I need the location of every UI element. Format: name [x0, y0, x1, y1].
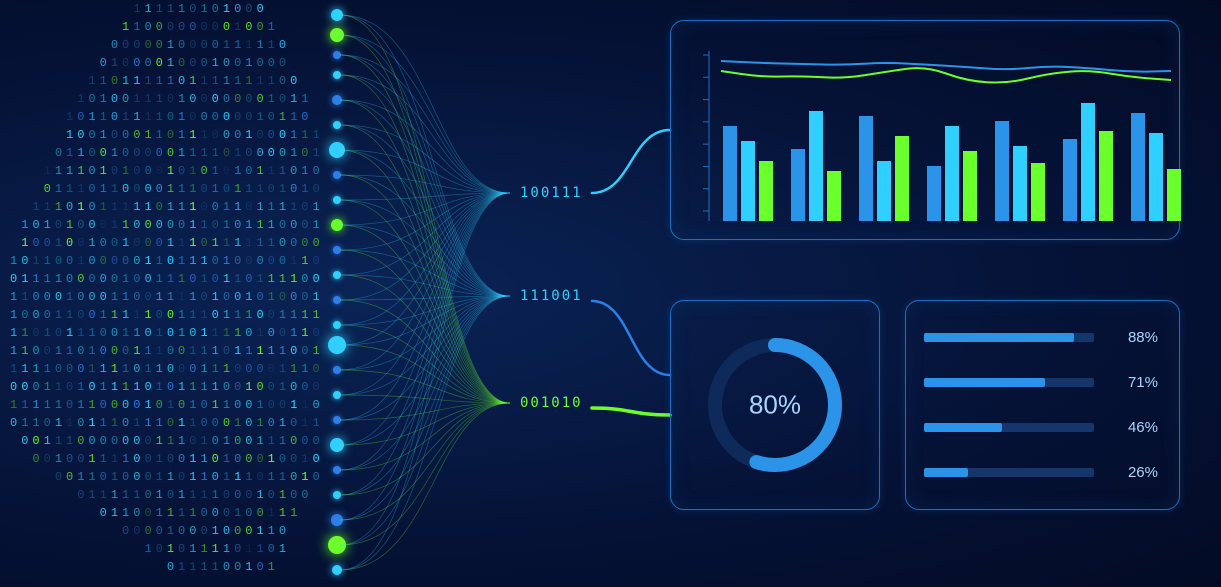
chart-bar	[1167, 169, 1181, 221]
chart-bar	[1149, 133, 1163, 221]
progress-bar-label: 46%	[1108, 419, 1158, 436]
progress-bar-track	[924, 378, 1094, 387]
chart-line	[721, 61, 1171, 72]
aggregation-label: 100111	[520, 185, 583, 201]
chart-bar	[827, 171, 841, 221]
progress-bar-row: 71%	[924, 374, 1161, 391]
progress-bar-label: 71%	[1108, 374, 1158, 391]
chart-bar	[723, 126, 737, 221]
chart-bar	[759, 161, 773, 221]
progress-bar-fill	[924, 333, 1074, 342]
progress-bar-row: 88%	[924, 329, 1161, 346]
bar-line-chart	[671, 21, 1181, 241]
progress-bar-fill	[924, 423, 1002, 432]
chart-bar	[927, 166, 941, 221]
chart-bar	[1131, 113, 1145, 221]
chart-bar	[1063, 139, 1077, 221]
progress-bar-row: 26%	[924, 464, 1161, 481]
chart-bar	[1099, 131, 1113, 221]
flow-strands: 100111 111001 001010	[340, 0, 680, 587]
binary-data-cloud: 111110101000 11000000001001 000001000011…	[0, 0, 340, 587]
aggregation-label: 111001	[520, 288, 583, 304]
progress-bar-fill	[924, 468, 968, 477]
progress-bar-track	[924, 333, 1094, 342]
chart-bar	[1031, 163, 1045, 221]
progress-bar-row: 46%	[924, 419, 1161, 436]
chart-bar	[791, 149, 805, 221]
chart-bar	[877, 161, 891, 221]
progress-bar-fill	[924, 378, 1045, 387]
chart-bar	[809, 111, 823, 221]
chart-bar	[945, 126, 959, 221]
progress-bar-label: 88%	[1108, 329, 1158, 346]
chart-bar	[995, 121, 1009, 221]
chart-bar	[895, 136, 909, 221]
progress-bar-label: 26%	[1108, 464, 1158, 481]
chart-bar	[963, 151, 977, 221]
chart-bar	[1013, 146, 1027, 221]
donut-percent-label: 80%	[749, 390, 801, 421]
chart-bar	[741, 141, 755, 221]
bar-line-chart-panel	[670, 20, 1180, 240]
chart-bar	[1081, 103, 1095, 221]
donut-chart-panel: 80%	[670, 300, 880, 510]
progress-bar-track	[924, 468, 1094, 477]
progress-bars-panel: 88% 71% 46% 26%	[905, 300, 1180, 510]
progress-bar-track	[924, 423, 1094, 432]
chart-bar	[859, 116, 873, 221]
aggregation-label: 001010	[520, 395, 583, 411]
